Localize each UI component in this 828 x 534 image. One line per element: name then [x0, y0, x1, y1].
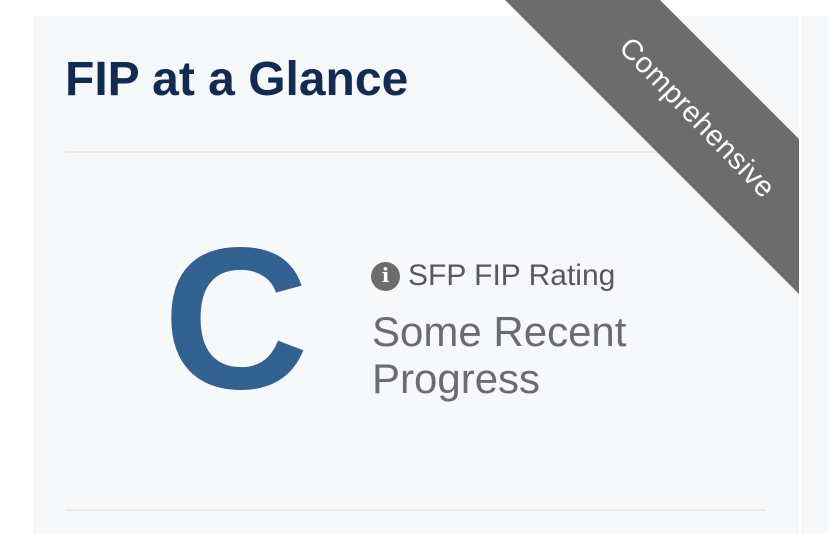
divider-top — [65, 151, 766, 153]
info-icon-glyph: i — [381, 263, 390, 287]
fip-glance-card: FIP at a Glance C i SFP FIP Rating Some … — [33, 16, 799, 534]
rating-grade-letter: C — [163, 205, 309, 431]
divider-bottom — [65, 509, 766, 511]
adjacent-card-sliver — [801, 16, 828, 534]
card-title: FIP at a Glance — [65, 53, 409, 106]
rating-label: SFP FIP Rating — [408, 259, 616, 292]
rating-info-row: i SFP FIP Rating — [371, 261, 615, 291]
rating-description: Some Recent Progress — [372, 308, 627, 402]
info-icon[interactable]: i — [371, 261, 400, 291]
